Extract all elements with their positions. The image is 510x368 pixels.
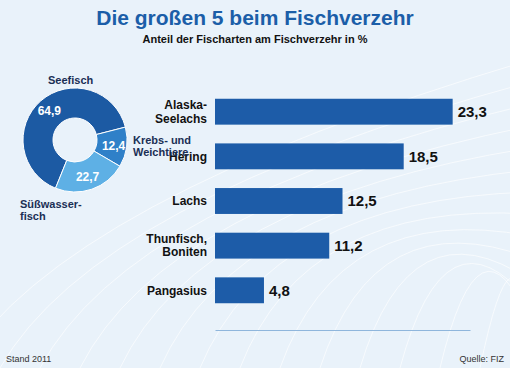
net-line: [120, 148, 510, 368]
donut: 64,9 12,4 22,7 Seefisch Krebs- undWeichtiere…: [20, 74, 191, 222]
slice-category: Süßwasser-fisch: [20, 198, 82, 222]
title: Die großen 5 beim Fischverzehr: [96, 6, 413, 29]
label-line: Krebs- und: [133, 134, 191, 146]
slice-label: 12,4: [102, 139, 126, 153]
bar: [215, 277, 264, 303]
label-line: Seelachs: [155, 112, 207, 126]
y-tick-label: Pangasius: [147, 283, 207, 297]
label-line: Pangasius: [147, 283, 207, 297]
annotation: Quelle: FIZ: [459, 354, 504, 364]
slice-category: Seefisch: [48, 74, 94, 86]
chart: Die großen 5 beim Fischverzehr Anteil der…: [0, 0, 510, 368]
y-axis: Alaska-SeelachsHeringLachsThunfisch,Boni…: [146, 98, 207, 297]
label-line: Süßwasser-: [20, 198, 82, 210]
annotation: Stand 2011: [6, 354, 51, 364]
bar: [215, 99, 453, 125]
bars: [215, 99, 453, 303]
slice: [56, 151, 120, 192]
background: [0, 0, 510, 368]
data-label: 18,5: [409, 148, 438, 165]
bar: [215, 143, 404, 169]
slices: [23, 88, 127, 192]
label-line: Seefisch: [48, 74, 94, 86]
net-line: [160, 170, 510, 368]
label-line: Alaska-: [164, 98, 207, 112]
net-line: [320, 243, 510, 368]
net-line: [440, 271, 510, 368]
bar-data-labels: 23,3 18,5 12,5 11,2 4,8: [269, 103, 487, 299]
y-tick: Alaska-Seelachs: [155, 98, 207, 125]
bar: [215, 188, 343, 214]
slice-label: 64,9: [38, 104, 62, 118]
x-axis: [216, 330, 471, 331]
data-label: 11,2: [334, 237, 362, 254]
x-axis-line: [216, 330, 471, 331]
label-line: Lachs: [172, 194, 207, 208]
net-line: [40, 104, 510, 368]
slice-label: 22,7: [76, 170, 100, 184]
y-tick-label: Thunfisch,Boniten: [146, 232, 207, 259]
net-line: [360, 254, 510, 368]
label-line: fisch: [20, 210, 46, 222]
label-line: Weichtiere: [133, 146, 188, 158]
slice-category: Krebs- undWeichtiere: [133, 134, 191, 158]
y-tick-label: Lachs: [172, 194, 207, 208]
y-tick: Thunfisch,Boniten: [146, 232, 207, 259]
subtitle: Anteil der Fischarten am Fischverzehr in…: [143, 33, 368, 45]
net-line: [200, 192, 510, 368]
label-line: Thunfisch,: [146, 232, 207, 246]
net-line: [0, 82, 510, 368]
label-line: Boniten: [162, 245, 207, 259]
y-tick-label: Alaska-Seelachs: [155, 98, 207, 125]
bar: [215, 233, 329, 259]
data-label: 4,8: [269, 282, 290, 299]
net-line: [80, 126, 510, 368]
net-line: [400, 263, 510, 368]
data-label: 12,5: [348, 192, 377, 209]
y-tick: Pangasius: [147, 283, 207, 297]
net-decoration: [0, 60, 510, 368]
data-label: 23,3: [458, 103, 487, 120]
net-line: [0, 60, 510, 368]
y-tick: Lachs: [172, 194, 207, 208]
